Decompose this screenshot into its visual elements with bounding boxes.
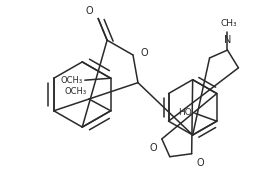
Text: N: N bbox=[224, 35, 231, 45]
Text: O: O bbox=[141, 48, 148, 58]
Text: O: O bbox=[149, 143, 157, 153]
Text: CH₃: CH₃ bbox=[220, 19, 237, 28]
Text: O: O bbox=[86, 5, 93, 16]
Text: OCH₃: OCH₃ bbox=[61, 76, 83, 85]
Text: HO: HO bbox=[178, 108, 192, 117]
Text: O: O bbox=[197, 158, 204, 168]
Text: OCH₃: OCH₃ bbox=[65, 87, 87, 96]
